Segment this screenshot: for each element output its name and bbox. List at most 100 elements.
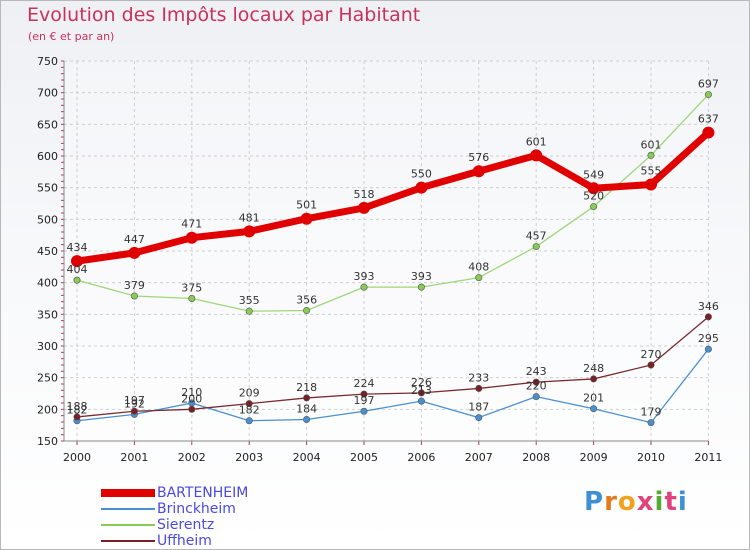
x-tick-label: 2007	[465, 451, 493, 464]
data-point-brinckheim	[475, 414, 483, 422]
y-tick-label: 150	[37, 435, 58, 448]
data-point-uffheim	[475, 384, 483, 392]
data-label-uffheim: 243	[526, 365, 547, 378]
data-point-sierentz	[475, 274, 483, 282]
y-tick-label: 450	[37, 245, 58, 258]
data-point-sierentz	[360, 283, 368, 291]
x-tick-label: 2011	[694, 451, 722, 464]
data-label-bartenheim: 447	[124, 233, 145, 246]
data-label-brinckheim: 187	[468, 401, 489, 414]
data-label-bartenheim: 434	[67, 241, 88, 254]
data-label-sierentz: 520	[583, 190, 604, 203]
data-label-brinckheim: 197	[354, 394, 375, 407]
data-label-bartenheim: 637	[698, 113, 719, 126]
data-label-uffheim: 224	[354, 377, 375, 390]
data-point-brinckheim	[303, 415, 311, 423]
y-tick-label: 250	[37, 372, 58, 385]
data-label-brinckheim: 184	[296, 402, 317, 415]
data-point-sierentz	[532, 243, 540, 251]
data-label-sierentz: 601	[641, 138, 662, 151]
data-point-sierentz	[245, 307, 253, 315]
data-point-uffheim	[73, 413, 81, 421]
x-tick-label: 2005	[350, 451, 378, 464]
legend-swatch	[101, 524, 155, 526]
data-label-uffheim: 233	[468, 371, 489, 384]
data-label-bartenheim: 555	[641, 165, 662, 178]
x-tick-label: 2006	[407, 451, 435, 464]
legend-label: Uffheim	[157, 533, 212, 549]
data-point-brinckheim	[590, 405, 598, 413]
data-point-bartenheim	[185, 231, 198, 244]
data-point-sierentz	[647, 151, 655, 159]
data-label-brinckheim: 201	[583, 392, 604, 405]
series-line-bartenheim	[76, 129, 711, 265]
data-label-bartenheim: 481	[239, 211, 260, 224]
chart-title: Evolution des Impôts locaux par Habitant	[27, 4, 421, 26]
data-label-sierentz: 393	[354, 270, 375, 283]
data-label-uffheim: 346	[698, 300, 719, 313]
chart-subtitle: (en € et par an)	[28, 30, 115, 43]
data-label-bartenheim: 471	[181, 218, 202, 231]
data-point-uffheim	[303, 394, 311, 402]
data-point-bartenheim	[415, 181, 428, 194]
data-point-uffheim	[188, 405, 196, 413]
data-label-bartenheim: 601	[526, 135, 547, 148]
x-tick-label: 2008	[522, 451, 550, 464]
data-point-brinckheim	[417, 397, 425, 405]
data-point-sierentz	[590, 203, 598, 211]
proxiti-logo: Proxiti	[584, 487, 688, 517]
x-tick-label: 2001	[120, 451, 148, 464]
data-point-uffheim	[647, 361, 655, 369]
data-label-uffheim: 188	[67, 400, 88, 413]
data-label-brinckheim: 220	[526, 380, 547, 393]
data-point-brinckheim	[360, 407, 368, 415]
data-label-uffheim: 226	[411, 376, 432, 389]
data-point-brinckheim	[532, 393, 540, 401]
data-label-brinckheim: 192	[124, 397, 145, 410]
y-tick-label: 700	[37, 87, 58, 100]
data-point-sierentz	[417, 283, 425, 291]
data-label-brinckheim: 213	[411, 384, 432, 397]
data-label-uffheim: 200	[181, 392, 202, 405]
data-label-bartenheim: 549	[583, 168, 604, 181]
data-point-bartenheim	[243, 225, 256, 238]
data-point-uffheim	[417, 389, 425, 397]
x-tick-label: 2002	[178, 451, 206, 464]
data-point-sierentz	[303, 307, 311, 315]
data-point-bartenheim	[358, 201, 370, 214]
y-tick-label: 200	[37, 403, 58, 416]
series-line-brinckheim	[76, 348, 709, 424]
data-label-brinckheim: 182	[67, 404, 88, 417]
legend-swatch	[101, 508, 155, 510]
x-tick-label: 2004	[293, 451, 321, 464]
data-label-bartenheim: 501	[296, 199, 317, 212]
data-point-bartenheim	[587, 182, 600, 195]
data-point-brinckheim	[647, 419, 655, 427]
data-point-uffheim	[704, 313, 712, 321]
data-point-sierentz	[704, 91, 712, 99]
y-tick-label: 300	[37, 340, 58, 353]
legend-label: Sierentz	[157, 517, 215, 533]
data-label-brinckheim: 182	[239, 404, 260, 417]
legend-swatch	[101, 540, 155, 542]
data-label-sierentz: 375	[181, 282, 202, 295]
y-tick-label: 400	[37, 277, 58, 290]
legend-swatch	[101, 489, 155, 497]
data-label-bartenheim: 576	[468, 151, 489, 164]
data-label-uffheim: 270	[641, 348, 662, 361]
data-label-sierentz: 393	[411, 270, 432, 283]
y-tick-label: 500	[37, 213, 58, 226]
data-label-sierentz: 355	[239, 294, 260, 307]
data-label-bartenheim: 518	[354, 188, 375, 201]
data-label-uffheim: 197	[124, 394, 145, 407]
x-tick-label: 2003	[235, 451, 263, 464]
data-point-uffheim	[532, 378, 540, 386]
data-label-sierentz: 356	[296, 294, 317, 307]
x-tick-label: 2009	[580, 451, 608, 464]
series-line-uffheim	[76, 316, 709, 418]
data-point-sierentz	[73, 276, 81, 284]
data-point-uffheim	[360, 390, 368, 398]
x-tick-label: 2010	[637, 451, 665, 464]
data-label-sierentz: 404	[67, 263, 88, 276]
